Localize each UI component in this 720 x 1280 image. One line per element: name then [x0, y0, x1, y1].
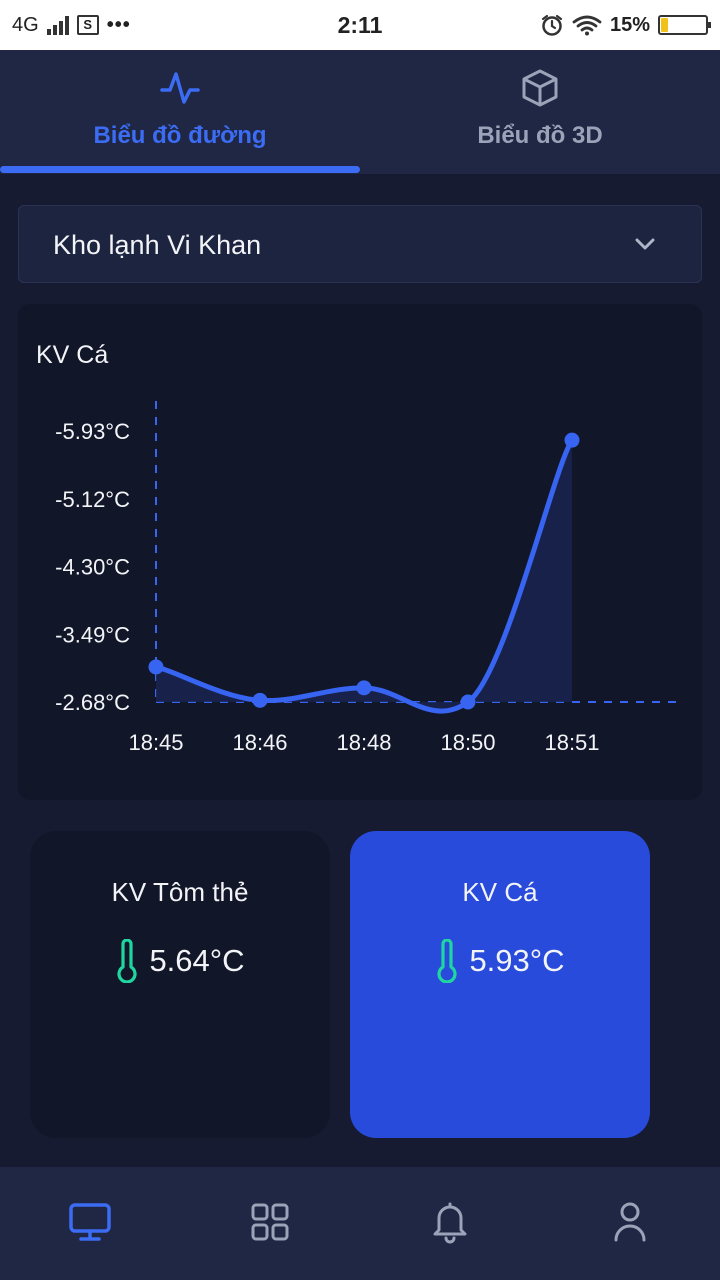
thermometer-icon	[437, 939, 457, 983]
x-tick-label: 18:48	[336, 730, 391, 755]
thermometer-icon	[117, 939, 137, 983]
battery-percent: 15%	[609, 13, 650, 36]
data-point	[148, 659, 164, 675]
zone-name: KV Cá	[462, 877, 538, 907]
wifi-icon	[572, 15, 602, 36]
data-point	[252, 692, 268, 708]
chevron-down-icon	[635, 238, 655, 250]
x-tick-label: 18:50	[440, 730, 495, 755]
x-tick-label: 18:46	[232, 730, 287, 755]
cube-icon	[522, 69, 558, 107]
data-point	[356, 680, 372, 696]
status-right: 15%	[540, 10, 711, 40]
y-tick-label: -3.49°C	[55, 622, 130, 647]
battery-fill	[661, 18, 668, 32]
signal-icon	[46, 15, 69, 35]
nav-notifications[interactable]	[425, 1197, 475, 1247]
tab-3d-chart[interactable]: Biểu đồ 3D	[360, 50, 720, 174]
active-tab-indicator	[0, 166, 360, 173]
data-point	[564, 432, 580, 448]
y-tick-label: -4.30°C	[55, 555, 130, 580]
x-tick-label: 18:45	[128, 730, 183, 755]
grid-icon	[251, 1203, 289, 1241]
x-tick-label: 18:51	[544, 730, 599, 755]
zone-name: KV Tôm thẻ	[111, 877, 249, 907]
warehouse-select[interactable]: Kho lạnh Vi Khan	[18, 205, 702, 283]
user-icon	[614, 1202, 646, 1242]
y-tick-label: -2.68°C	[55, 690, 130, 715]
series-line	[153, 437, 575, 714]
tab-line-chart[interactable]: Biểu đồ đường	[0, 50, 360, 174]
bottom-navigation	[0, 1167, 720, 1280]
alarm-icon	[541, 14, 563, 36]
sim-icon: S	[76, 15, 99, 35]
tab-line-chart-label: Biểu đồ đường	[93, 122, 267, 149]
status-bar: 4G S ••• 2:11 15%	[0, 0, 720, 50]
zone-temp-value: 5.64°C	[149, 943, 245, 978]
more-dots-icon: •••	[106, 13, 131, 36]
nav-grid[interactable]	[245, 1197, 295, 1247]
zone-card-ca[interactable]: KV Cá 5.93°C	[350, 831, 650, 1138]
bell-icon	[433, 1202, 467, 1244]
nav-profile[interactable]	[605, 1197, 655, 1247]
monitor-icon	[69, 1203, 111, 1241]
battery-icon	[658, 15, 711, 35]
warehouse-select-value: Kho lạnh Vi Khan	[53, 230, 262, 260]
y-tick-label: -5.93°C	[55, 419, 130, 444]
status-time: 2:11	[337, 12, 383, 38]
nav-monitor[interactable]	[65, 1197, 115, 1247]
network-label: 4G	[12, 13, 39, 36]
data-point	[460, 694, 476, 710]
zone-temp-value: 5.93°C	[469, 943, 565, 978]
series-area	[156, 440, 572, 712]
line-chart-icon	[160, 72, 200, 104]
chart-tabs: Biểu đồ đường Biểu đồ 3D	[0, 50, 720, 174]
status-left: 4G S •••	[12, 10, 131, 40]
tab-3d-chart-label: Biểu đồ 3D	[477, 122, 603, 149]
zone-temperature: 5.64°C	[30, 939, 330, 983]
line-chart: -5.93°C -5.12°C -4.30°C -3.49°C -2.68°C 18:45…	[55, 401, 678, 755]
zone-card-tom-the[interactable]: KV Tôm thẻ 5.64°C	[30, 831, 330, 1138]
line-chart-card: KV Cá -5.93°C -5.12°C -4.30°C -3.49°C -2.68°…	[18, 304, 702, 800]
chart-title: KV Cá	[36, 341, 109, 369]
y-tick-label: -5.12°C	[55, 487, 130, 512]
zone-temperature: 5.93°C	[350, 939, 650, 983]
